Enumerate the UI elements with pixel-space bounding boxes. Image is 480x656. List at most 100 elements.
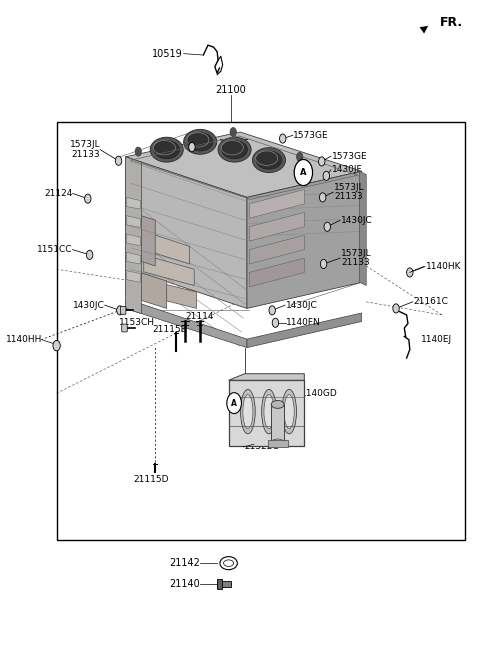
Circle shape bbox=[86, 251, 93, 259]
Circle shape bbox=[294, 159, 312, 186]
Polygon shape bbox=[125, 157, 247, 308]
FancyBboxPatch shape bbox=[120, 306, 126, 314]
Circle shape bbox=[320, 193, 326, 202]
Text: 1140GD: 1140GD bbox=[301, 389, 338, 398]
Text: 25124D: 25124D bbox=[228, 385, 264, 394]
Ellipse shape bbox=[271, 401, 284, 408]
Text: A: A bbox=[231, 399, 237, 407]
Circle shape bbox=[320, 259, 327, 268]
Bar bbox=[217, 579, 222, 589]
Text: 1140EJ: 1140EJ bbox=[421, 335, 452, 344]
Ellipse shape bbox=[252, 148, 286, 173]
Text: 21114: 21114 bbox=[185, 312, 214, 321]
Circle shape bbox=[279, 134, 286, 143]
Ellipse shape bbox=[184, 129, 216, 154]
Bar bbox=[228, 380, 304, 445]
Text: 1430JC: 1430JC bbox=[286, 300, 318, 310]
Text: 1430JF: 1430JF bbox=[219, 139, 250, 148]
Polygon shape bbox=[228, 374, 304, 380]
Polygon shape bbox=[360, 171, 366, 285]
Text: 10519: 10519 bbox=[152, 49, 183, 58]
Circle shape bbox=[319, 157, 325, 166]
Text: 21140: 21140 bbox=[169, 579, 200, 589]
Polygon shape bbox=[125, 268, 167, 308]
Polygon shape bbox=[126, 197, 141, 209]
Polygon shape bbox=[126, 234, 141, 246]
Text: 1430JC: 1430JC bbox=[341, 216, 373, 225]
Ellipse shape bbox=[243, 395, 253, 428]
Polygon shape bbox=[125, 157, 142, 314]
Polygon shape bbox=[126, 252, 141, 264]
Text: 1573GE: 1573GE bbox=[293, 131, 328, 140]
Polygon shape bbox=[125, 211, 155, 266]
Ellipse shape bbox=[284, 395, 294, 428]
Text: 1153CH: 1153CH bbox=[119, 318, 155, 327]
Text: 1151CC: 1151CC bbox=[37, 245, 72, 254]
Polygon shape bbox=[247, 171, 361, 308]
Circle shape bbox=[230, 127, 237, 136]
Text: A: A bbox=[300, 168, 307, 177]
Circle shape bbox=[84, 194, 91, 203]
Text: 21522C: 21522C bbox=[245, 442, 279, 451]
Circle shape bbox=[324, 222, 330, 232]
Ellipse shape bbox=[262, 390, 276, 434]
Text: 21124: 21124 bbox=[44, 189, 72, 198]
Polygon shape bbox=[249, 236, 304, 264]
Bar bbox=[217, 581, 231, 586]
Text: 1140HH: 1140HH bbox=[6, 335, 42, 344]
Text: 21115D: 21115D bbox=[133, 475, 168, 484]
Circle shape bbox=[53, 340, 60, 351]
Circle shape bbox=[393, 304, 399, 313]
Circle shape bbox=[272, 318, 278, 327]
Text: 21142: 21142 bbox=[169, 558, 200, 568]
Polygon shape bbox=[126, 216, 141, 228]
Ellipse shape bbox=[264, 395, 274, 428]
Bar bbox=[268, 440, 288, 447]
Circle shape bbox=[297, 152, 303, 161]
Polygon shape bbox=[249, 213, 304, 241]
Circle shape bbox=[135, 147, 142, 156]
Text: 1573JL
21133: 1573JL 21133 bbox=[341, 249, 372, 268]
Ellipse shape bbox=[256, 151, 282, 169]
Circle shape bbox=[323, 171, 330, 180]
Ellipse shape bbox=[154, 140, 180, 159]
Ellipse shape bbox=[271, 439, 284, 445]
Bar bbox=[271, 405, 284, 442]
Polygon shape bbox=[126, 270, 141, 282]
Polygon shape bbox=[249, 258, 304, 287]
Text: 1573JL
21133: 1573JL 21133 bbox=[70, 140, 100, 159]
Polygon shape bbox=[247, 313, 361, 348]
Ellipse shape bbox=[218, 137, 251, 162]
Circle shape bbox=[189, 142, 195, 152]
Text: FR.: FR. bbox=[440, 16, 463, 29]
Text: 21115E: 21115E bbox=[152, 325, 186, 334]
Ellipse shape bbox=[150, 137, 183, 162]
FancyBboxPatch shape bbox=[122, 324, 127, 332]
Circle shape bbox=[117, 306, 123, 315]
Polygon shape bbox=[125, 132, 361, 197]
Polygon shape bbox=[125, 298, 247, 348]
Text: 21119B: 21119B bbox=[268, 412, 302, 420]
Text: 1430JC: 1430JC bbox=[73, 300, 105, 310]
Circle shape bbox=[115, 156, 122, 165]
Ellipse shape bbox=[240, 390, 255, 434]
Ellipse shape bbox=[282, 390, 297, 434]
Ellipse shape bbox=[222, 140, 247, 159]
Ellipse shape bbox=[187, 133, 213, 151]
Text: 21161C: 21161C bbox=[413, 297, 448, 306]
Text: 1573JL
21133: 1573JL 21133 bbox=[334, 183, 365, 201]
Circle shape bbox=[407, 268, 413, 277]
Text: 1140HK: 1140HK bbox=[426, 262, 461, 271]
Bar bbox=[57, 122, 465, 541]
Ellipse shape bbox=[224, 560, 234, 566]
Circle shape bbox=[227, 393, 241, 413]
Text: 1430JF: 1430JF bbox=[332, 165, 362, 174]
Polygon shape bbox=[144, 232, 190, 264]
Text: 1573GE: 1573GE bbox=[332, 152, 368, 161]
Polygon shape bbox=[144, 255, 194, 285]
Text: 21100: 21100 bbox=[216, 85, 246, 94]
Circle shape bbox=[269, 306, 276, 315]
Polygon shape bbox=[249, 190, 304, 218]
Text: 1140FN: 1140FN bbox=[286, 318, 321, 327]
Polygon shape bbox=[144, 279, 196, 308]
